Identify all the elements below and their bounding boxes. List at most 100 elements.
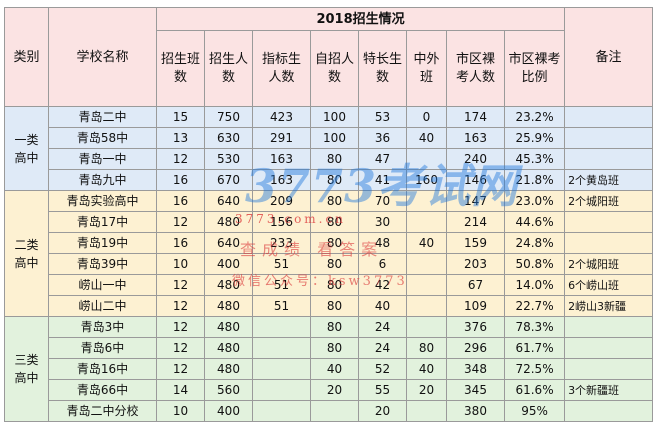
value-cell: 12 — [156, 274, 205, 296]
value-cell: 51 — [252, 274, 311, 296]
value-cell: 6 — [358, 253, 407, 275]
school-name-cell: 崂山一中 — [48, 274, 157, 296]
school-name-cell: 青岛九中 — [48, 169, 157, 191]
value-cell: 291 — [252, 127, 311, 149]
value-cell: 24.8% — [503, 232, 566, 254]
value-cell — [252, 358, 311, 380]
value-cell: 23.2% — [503, 106, 566, 128]
value-cell: 40 — [406, 232, 447, 254]
school-name-cell: 青岛58中 — [48, 127, 157, 149]
note-cell — [564, 232, 654, 254]
value-cell: 16 — [156, 169, 205, 191]
column-header: 指标生人数 — [252, 30, 311, 107]
school-name-cell: 青岛66中 — [48, 379, 157, 401]
school-name-cell: 青岛39中 — [48, 253, 157, 275]
value-cell: 203 — [446, 253, 505, 275]
value-cell: 50.8% — [503, 253, 566, 275]
value-cell: 80 — [310, 211, 359, 233]
value-cell: 55 — [358, 379, 407, 401]
value-cell: 51 — [252, 295, 311, 317]
value-cell: 22.7% — [503, 295, 566, 317]
value-cell: 61.6% — [503, 379, 566, 401]
table-row: 青岛66中 14 560 20 55 20 345 61.6% 3个新疆班 — [4, 379, 654, 401]
value-cell: 16 — [156, 190, 205, 212]
value-cell: 40 — [358, 295, 407, 317]
school-name-cell: 青岛3中 — [48, 316, 157, 338]
category-cell: 二类高中 — [4, 190, 49, 317]
table-row: 青岛39中 10 400 51 80 6 203 50.8% 2个城阳班 — [4, 253, 654, 275]
value-cell: 10 — [156, 253, 205, 275]
value-cell: 423 — [252, 106, 311, 128]
value-cell: 20 — [358, 400, 407, 422]
value-cell: 400 — [204, 400, 253, 422]
value-cell: 12 — [156, 358, 205, 380]
note-cell — [564, 400, 654, 422]
table-row: 崂山一中 12 480 51 80 42 67 14.0% 6个崂山班 — [4, 274, 654, 296]
value-cell: 400 — [204, 253, 253, 275]
table-row: 青岛6中 12 480 80 24 80 296 61.7% — [4, 337, 654, 359]
header-note: 备注 — [564, 7, 654, 107]
admissions-table: 类别 学校名称 2018招生情况 备注 招生班数 招生人数 指标生人数 自招人数 特长生… — [4, 7, 654, 422]
school-name-cell: 崂山二中 — [48, 295, 157, 317]
value-cell: 80 — [310, 232, 359, 254]
note-cell: 3个新疆班 — [564, 379, 654, 401]
value-cell: 480 — [204, 295, 253, 317]
value-cell: 640 — [204, 232, 253, 254]
table-row: 青岛一中 12 530 163 80 47 240 45.3% — [4, 148, 654, 170]
value-cell: 160 — [406, 169, 447, 191]
value-cell: 630 — [204, 127, 253, 149]
value-cell: 80 — [310, 148, 359, 170]
table-row: 青岛17中 12 480 156 80 30 214 44.6% — [4, 211, 654, 233]
value-cell: 16 — [156, 232, 205, 254]
note-cell — [564, 337, 654, 359]
value-cell: 24 — [358, 337, 407, 359]
note-cell: 2个黄岛班 — [564, 169, 654, 191]
value-cell: 480 — [204, 316, 253, 338]
value-cell: 345 — [446, 379, 505, 401]
value-cell: 80 — [310, 295, 359, 317]
value-cell: 40 — [310, 358, 359, 380]
value-cell: 30 — [358, 211, 407, 233]
value-cell: 147 — [446, 190, 505, 212]
value-cell: 25.9% — [503, 127, 566, 149]
value-cell: 67 — [446, 274, 505, 296]
value-cell — [310, 400, 359, 422]
value-cell: 156 — [252, 211, 311, 233]
value-cell: 41 — [358, 169, 407, 191]
value-cell: 163 — [446, 127, 505, 149]
value-cell — [252, 379, 311, 401]
value-cell: 380 — [446, 400, 505, 422]
value-cell — [406, 274, 447, 296]
value-cell: 53 — [358, 106, 407, 128]
header-category: 类别 — [4, 7, 49, 107]
table-row: 青岛二中分校 10 400 20 380 95% — [4, 400, 654, 422]
value-cell — [406, 211, 447, 233]
value-cell: 80 — [310, 190, 359, 212]
note-cell: 2个城阳班 — [564, 190, 654, 212]
value-cell: 146 — [446, 169, 505, 191]
value-cell: 100 — [310, 106, 359, 128]
value-cell: 44.6% — [503, 211, 566, 233]
school-name-cell: 青岛16中 — [48, 358, 157, 380]
table-row: 崂山二中 12 480 51 80 40 109 22.7% 2崂山3新疆 — [4, 295, 654, 317]
value-cell: 40 — [406, 358, 447, 380]
value-cell: 70 — [358, 190, 407, 212]
value-cell — [406, 190, 447, 212]
school-name-cell: 青岛实验高中 — [48, 190, 157, 212]
value-cell: 100 — [310, 127, 359, 149]
value-cell: 296 — [446, 337, 505, 359]
value-cell: 52 — [358, 358, 407, 380]
value-cell: 36 — [358, 127, 407, 149]
column-header: 市区裸考比例 — [503, 30, 566, 107]
note-cell — [564, 211, 654, 233]
value-cell: 480 — [204, 211, 253, 233]
value-cell: 159 — [446, 232, 505, 254]
school-name-cell: 青岛二中分校 — [48, 400, 157, 422]
column-header: 中外班 — [406, 30, 447, 107]
value-cell: 15 — [156, 106, 205, 128]
value-cell: 376 — [446, 316, 505, 338]
value-cell: 10 — [156, 400, 205, 422]
value-cell: 80 — [310, 337, 359, 359]
table-row: 青岛19中 16 640 233 80 48 40 159 24.8% — [4, 232, 654, 254]
